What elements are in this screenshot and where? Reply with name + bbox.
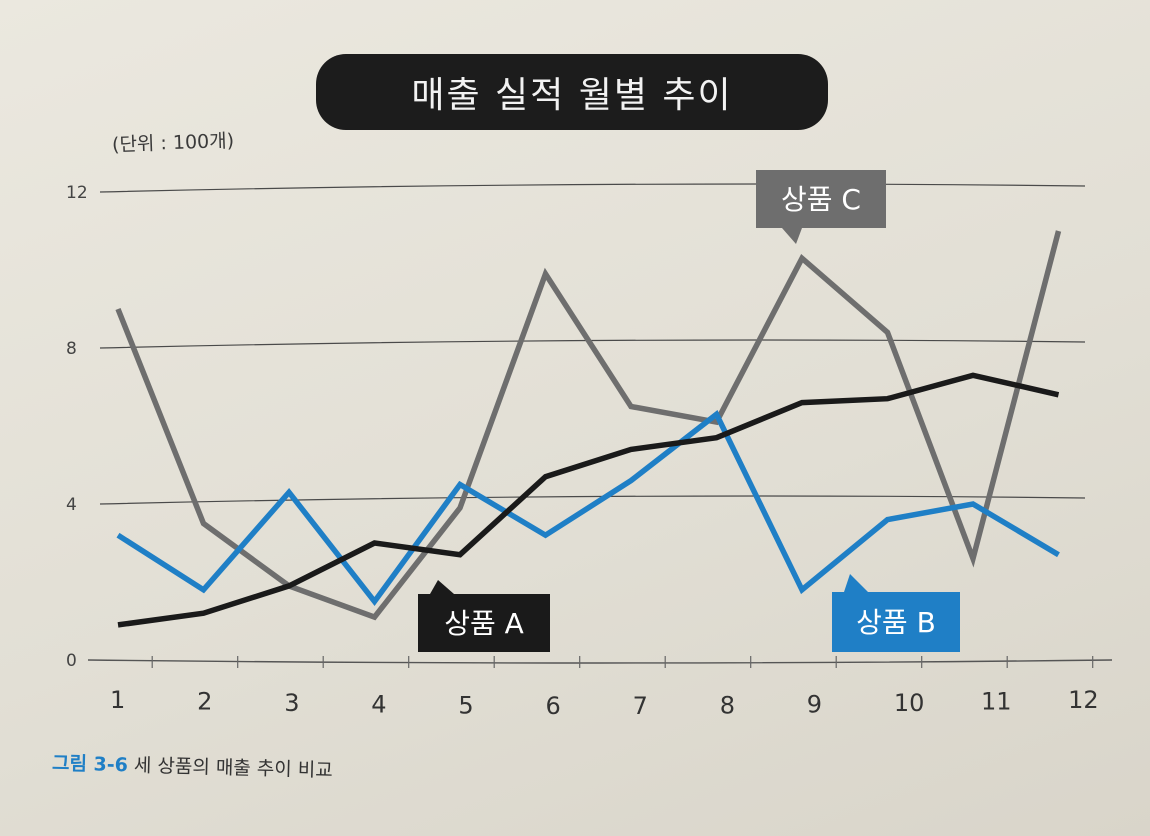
chart-title: 매출 실적 월별 추이 — [316, 54, 828, 130]
callout-c: 상품 C — [756, 170, 886, 244]
series-lines — [115, 230, 1062, 628]
y-tick-label: 8 — [66, 339, 77, 359]
x-tick-label: 4 — [371, 691, 386, 719]
x-tick-label: 3 — [284, 689, 299, 717]
callout-b-tail — [844, 574, 868, 592]
callout-b: 상품 B — [832, 574, 960, 652]
series-callouts: 상품 A 상품 B 상품 C — [418, 170, 960, 652]
grid-line — [99, 495, 1086, 505]
grid-line — [99, 339, 1086, 349]
x-tick-label: 9 — [807, 691, 822, 719]
x-tick-label: 7 — [633, 692, 648, 720]
callout-a-label: 상품 A — [444, 607, 524, 640]
figure-caption-text: 세 상품의 매출 추이 비교 — [133, 754, 334, 782]
y-tick-label: 12 — [66, 183, 88, 203]
x-tick-label: 8 — [720, 691, 735, 719]
series-line-b — [116, 410, 1060, 607]
callout-a-tail — [430, 580, 454, 594]
x-tick-labels: 1 2 3 4 5 6 7 8 9 10 11 12 — [110, 686, 1099, 720]
grid-line — [99, 183, 1086, 193]
x-axis-line — [87, 659, 1113, 664]
y-tick-labels: 0 4 8 12 — [66, 183, 88, 671]
x-tick-label: 12 — [1068, 686, 1099, 714]
callout-b-box — [832, 592, 960, 652]
callout-b-label: 상품 B — [856, 606, 936, 639]
x-axis — [87, 656, 1113, 668]
x-tick-label: 10 — [894, 689, 925, 717]
callout-c-box — [756, 170, 886, 228]
x-tick-label: 6 — [546, 692, 561, 720]
x-tick-label: 2 — [197, 688, 212, 716]
series-line-c — [115, 230, 1062, 621]
callout-c-tail — [782, 228, 802, 244]
callout-a-box — [418, 594, 550, 652]
x-tick-label: 1 — [110, 686, 125, 714]
y-tick-label: 0 — [66, 651, 77, 671]
callout-c-label: 상품 C — [781, 183, 861, 216]
callout-a: 상품 A — [418, 580, 550, 652]
x-tick-label: 11 — [981, 688, 1012, 716]
figure-number: 그림 3-6 — [51, 752, 129, 777]
series-line-a — [117, 372, 1060, 628]
grid-lines — [99, 183, 1086, 505]
x-tick-label: 5 — [458, 691, 473, 719]
y-tick-label: 4 — [66, 495, 77, 515]
